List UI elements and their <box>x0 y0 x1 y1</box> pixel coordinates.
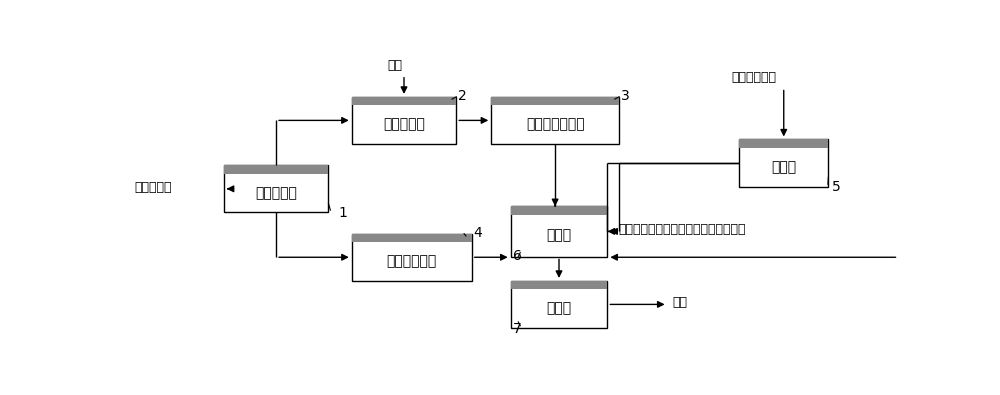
Bar <box>511 206 607 256</box>
Text: 第二反应釜: 第二反应釜 <box>383 118 425 132</box>
Bar <box>352 234 472 242</box>
Bar <box>352 234 472 281</box>
Bar <box>224 165 328 174</box>
Bar <box>491 97 619 105</box>
Text: 第一反应釜: 第一反应釜 <box>255 186 297 200</box>
Bar <box>739 139 828 148</box>
Bar <box>739 139 828 186</box>
Text: 磷酸脲贮存槽: 磷酸脲贮存槽 <box>387 254 437 269</box>
Text: 7: 7 <box>512 322 521 336</box>
Bar <box>224 165 328 213</box>
Text: 4: 4 <box>474 226 482 240</box>
Bar <box>352 97 456 144</box>
Text: 造粒机: 造粒机 <box>546 302 572 316</box>
Text: 聚磷酸铵冷却器: 聚磷酸铵冷却器 <box>526 118 584 132</box>
Text: 尿素: 尿素 <box>387 59 402 72</box>
Text: 5: 5 <box>832 180 841 194</box>
Text: 1: 1 <box>338 206 347 220</box>
Text: 微量元素、磷酸一铵、氯化镁、腐殖酸: 微量元素、磷酸一铵、氯化镁、腐殖酸 <box>619 223 746 236</box>
Bar <box>511 281 607 290</box>
Bar <box>352 97 456 105</box>
Bar <box>511 206 607 215</box>
Text: 2: 2 <box>458 89 467 103</box>
Text: 熔融器: 熔融器 <box>771 160 796 174</box>
Text: 3: 3 <box>621 89 630 103</box>
Bar <box>511 281 607 328</box>
Text: 6: 6 <box>512 249 521 263</box>
Text: 尿素、磷酸: 尿素、磷酸 <box>134 181 172 194</box>
Text: 尿素、氯化钾: 尿素、氯化钾 <box>731 71 776 84</box>
Bar <box>491 97 619 144</box>
Text: 成品: 成品 <box>672 296 687 309</box>
Text: 混合槽: 混合槽 <box>546 229 572 243</box>
